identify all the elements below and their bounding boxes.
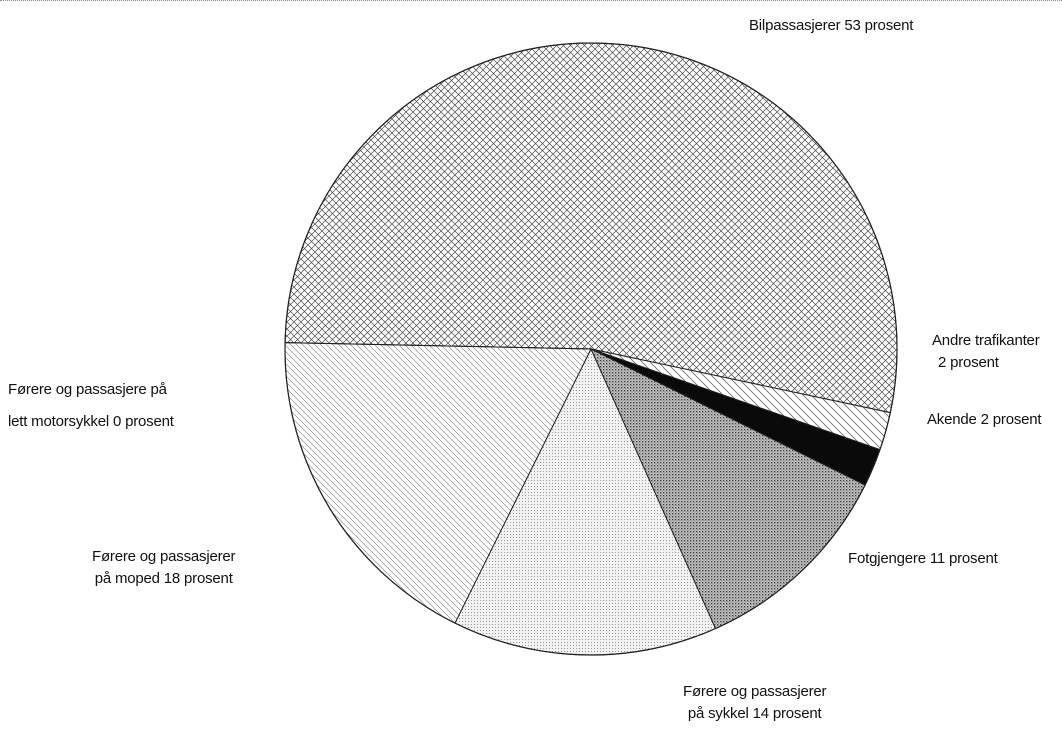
label-fotgjengere: Fotgjengere 11 prosent bbox=[848, 550, 998, 567]
pie-slice-6-boundary bbox=[285, 342, 592, 350]
label-lett-motorsykkel: Førere og passasjere på lett motorsykkel… bbox=[8, 381, 174, 430]
label-bilpassasjerer: Bilpassasjerer 53 prosent bbox=[749, 17, 914, 34]
label-akende: Akende 2 prosent bbox=[927, 411, 1042, 428]
label-andre-trafikanter: Andre trafikanter 2 prosent bbox=[932, 332, 1040, 371]
label-moped: Førere og passasjerer på moped 18 prosen… bbox=[92, 548, 236, 587]
label-sykkel: Førere og passasjerer på sykkel 14 prose… bbox=[683, 683, 827, 722]
top-dotted-border bbox=[0, 0, 1062, 1]
pie-outline bbox=[284, 42, 898, 656]
